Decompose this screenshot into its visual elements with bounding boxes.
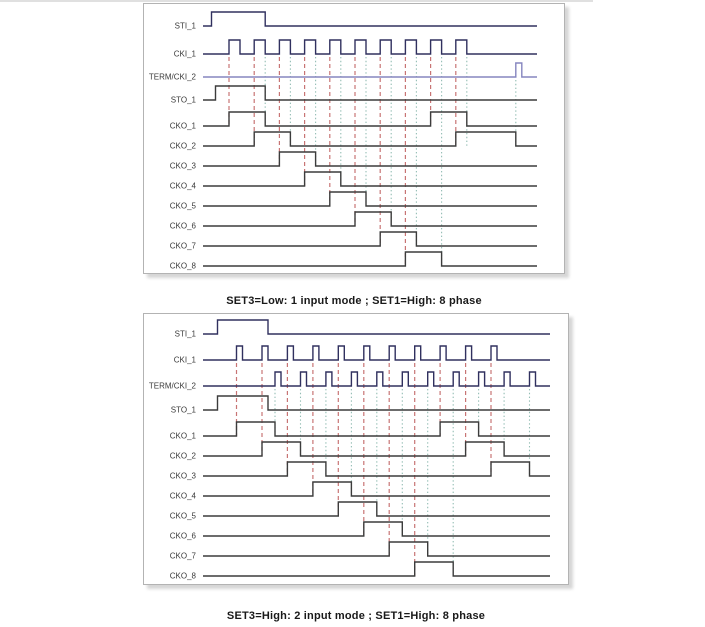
caption-1-input-mode: SET3=Low: 1 input mode ; SET1=High: 8 ph…	[226, 295, 482, 307]
timing-panel-1-input-mode	[143, 3, 565, 274]
caption-2-input-mode: SET3=High: 2 input mode ; SET1=High: 8 p…	[226, 610, 486, 622]
timing-panel-2-input-mode	[143, 313, 569, 585]
top-edge-strip	[0, 0, 593, 2]
